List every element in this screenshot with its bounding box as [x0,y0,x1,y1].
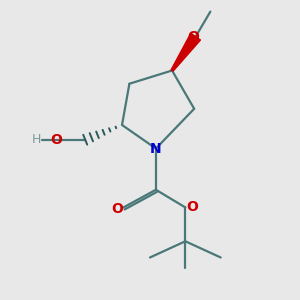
Text: H: H [32,133,41,146]
Text: N: N [150,142,162,155]
Text: O: O [187,30,199,44]
Polygon shape [171,33,200,71]
Text: O: O [111,202,123,216]
Text: O: O [186,200,198,214]
Text: O: O [50,133,62,147]
